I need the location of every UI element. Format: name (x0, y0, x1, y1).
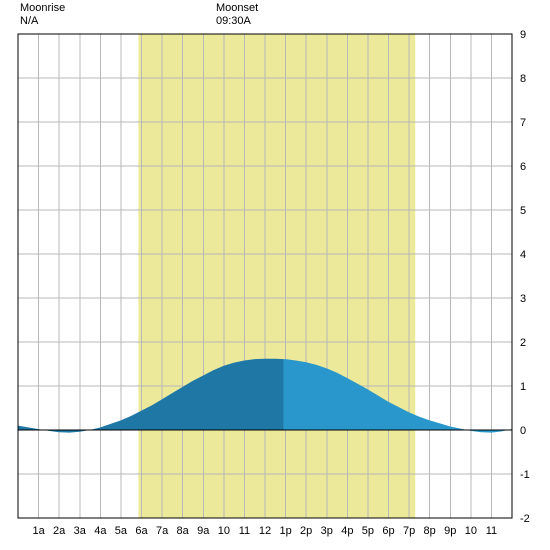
x-tick: 7p (403, 525, 415, 537)
x-tick: 10 (218, 525, 230, 537)
x-tick: 2a (53, 525, 66, 537)
y-tick: 5 (520, 205, 526, 217)
moonset-label: Moonset 09:30A (216, 2, 258, 28)
x-tick: 4a (94, 525, 107, 537)
x-tick: 3p (321, 525, 333, 537)
x-tick: 11 (486, 525, 497, 537)
y-tick: 4 (520, 249, 526, 261)
moonrise-title: Moonrise (20, 2, 65, 15)
x-tick: 8a (177, 525, 190, 537)
moonset-value: 09:30A (216, 15, 258, 28)
x-tick: 3a (74, 525, 87, 537)
x-tick: 6a (135, 525, 148, 537)
y-tick: 9 (520, 29, 526, 41)
y-tick: 1 (520, 381, 526, 393)
y-tick: 3 (520, 293, 526, 305)
moonset-title: Moonset (216, 2, 258, 15)
x-tick: 9a (197, 525, 210, 537)
x-tick: 11 (239, 525, 250, 537)
moonrise-value: N/A (20, 15, 65, 28)
tide-chart: -2-101234567891a2a3a4a5a6a7a8a9a1011121p… (0, 0, 550, 550)
x-tick: 8p (424, 525, 436, 537)
y-tick: 7 (520, 117, 526, 129)
y-tick: 2 (520, 337, 526, 349)
y-tick: -1 (520, 469, 530, 481)
y-tick: 6 (520, 161, 526, 173)
y-tick: -2 (520, 513, 530, 525)
x-tick: 9p (444, 525, 456, 537)
x-tick: 5a (115, 525, 128, 537)
x-tick: 12 (259, 525, 271, 537)
tide-chart-container: Moonrise N/A Moonset 09:30A -2-101234567… (0, 0, 550, 550)
y-tick: 8 (520, 73, 526, 85)
y-tick: 0 (520, 425, 526, 437)
x-tick: 7a (156, 525, 169, 537)
x-tick: 5p (362, 525, 374, 537)
x-tick: 2p (300, 525, 312, 537)
x-tick: 6p (382, 525, 394, 537)
moonrise-label: Moonrise N/A (20, 2, 65, 28)
x-tick: 1p (279, 525, 291, 537)
x-tick: 10 (465, 525, 477, 537)
x-tick: 1a (32, 525, 45, 537)
x-tick: 4p (341, 525, 353, 537)
